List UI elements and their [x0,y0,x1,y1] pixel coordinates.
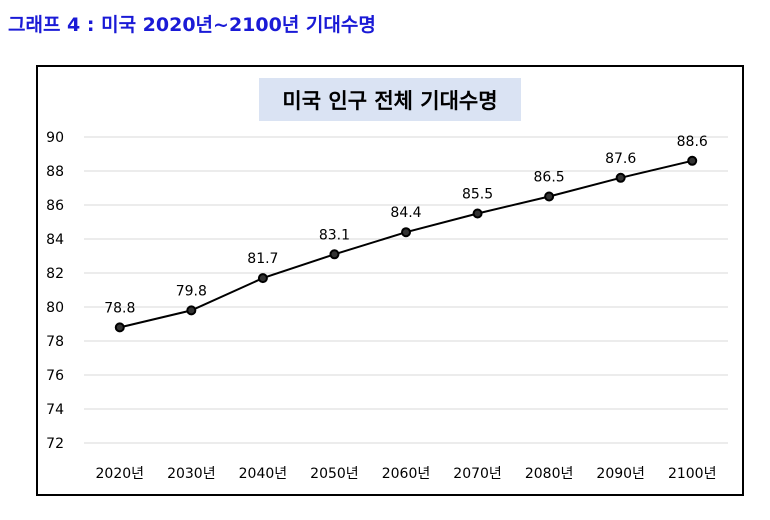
y-tick-label: 82 [46,266,64,282]
data-point-marker [401,227,411,238]
y-tick-label: 86 [46,198,64,214]
data-label: 88.6 [677,134,708,150]
chart-frame: 72 74 76 78 80 82 84 86 88 90 2020년 2030년 2040년 2050년… [36,65,744,496]
data-label: 81.7 [247,251,278,267]
line-chart: 72 74 76 78 80 82 84 86 88 90 2020년 2030년 2040년 2050년… [46,130,728,482]
chart-title: 미국 인구 전체 기대수명 [259,78,521,121]
data-point-marker [687,155,698,166]
data-point-marker [186,305,197,316]
data-label: 85.5 [462,187,493,203]
x-tick-label: 2090년 [596,466,645,482]
x-tick-label: 2030년 [167,466,216,482]
data-label: 84.4 [390,205,421,221]
x-tick-label: 2080년 [525,466,574,482]
x-tick-label: 2050년 [310,466,359,482]
y-tick-label: 88 [46,164,64,180]
data-label: 86.5 [534,170,565,186]
y-tick-label: 72 [46,436,64,452]
y-tick-label: 76 [46,368,64,384]
page-heading: 그래프 4 : 미국 2020년~2100년 기대수명 [8,14,376,36]
series-line [119,159,693,329]
y-tick-label: 80 [46,300,64,316]
y-tick-label: 78 [46,334,64,350]
x-tick-label: 2070년 [453,466,502,482]
y-tick-label: 90 [46,130,64,146]
data-label: 87.6 [605,151,636,167]
y-tick-label: 84 [46,232,64,248]
x-tick-label: 2060년 [382,466,431,482]
data-label: 83.1 [319,227,350,243]
x-tick-label: 2040년 [239,466,288,482]
data-point-marker [544,191,555,202]
data-point-marker [615,172,626,183]
data-label: 78.8 [104,300,135,316]
y-tick-label: 74 [46,402,64,418]
data-point-marker [329,249,340,260]
data-point-marker [257,273,268,284]
data-point-marker [472,208,483,219]
data-point-marker [114,322,125,333]
data-label: 79.8 [176,283,207,299]
x-tick-label: 2100년 [668,466,717,482]
x-tick-label: 2020년 [96,466,145,482]
